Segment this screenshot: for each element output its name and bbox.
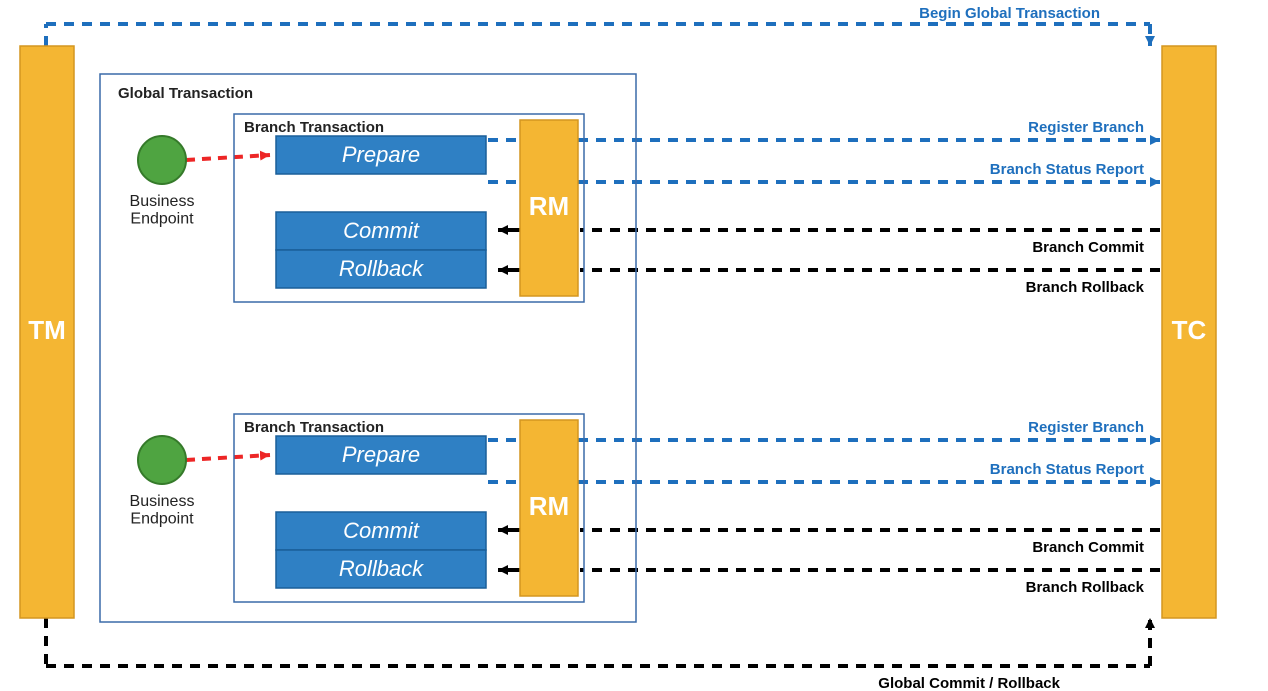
edge-label-b2-black-0: Branch Commit (1032, 539, 1144, 556)
tc-label: TC (1172, 315, 1207, 345)
rollback-label-b1: Rollback (339, 256, 424, 281)
edge-label-b1-blue-0: Register Branch (1028, 119, 1144, 136)
rm-label-b2: RM (529, 491, 569, 521)
endpoint-label-b1: BusinessEndpoint (130, 193, 195, 228)
branch-title-b1: Branch Transaction (244, 119, 384, 136)
diagram-canvas: Begin Global Transaction Global Commit / … (0, 0, 1268, 691)
prepare-label-b1: Prepare (342, 142, 420, 167)
edge-label-b1-black-0: Branch Commit (1032, 239, 1144, 256)
edge-label-begin-global: Begin Global Transaction (919, 5, 1100, 22)
endpoint-label-b2: BusinessEndpoint (130, 493, 195, 528)
red-arrow-b2 (186, 455, 270, 460)
edge-label-b2-black-1: Branch Rollback (1026, 579, 1145, 596)
endpoint-circle-b2 (138, 436, 186, 484)
global-transaction-title: Global Transaction (118, 85, 253, 102)
edge-label-b1-black-1: Branch Rollback (1026, 279, 1145, 296)
rollback-label-b2: Rollback (339, 556, 424, 581)
endpoint-circle-b1 (138, 136, 186, 184)
red-arrow-b1 (186, 155, 270, 160)
rm-label-b1: RM (529, 191, 569, 221)
commit-label-b1: Commit (343, 218, 420, 243)
edge-label-b2-blue-0: Register Branch (1028, 419, 1144, 436)
tm-label: TM (28, 315, 66, 345)
commit-label-b2: Commit (343, 518, 420, 543)
edge-label-global-commit: Global Commit / Rollback (878, 675, 1060, 691)
edge-label-b1-blue-1: Branch Status Report (990, 161, 1144, 178)
branch-title-b2: Branch Transaction (244, 419, 384, 436)
edge-label-b2-blue-1: Branch Status Report (990, 461, 1144, 478)
prepare-label-b2: Prepare (342, 442, 420, 467)
